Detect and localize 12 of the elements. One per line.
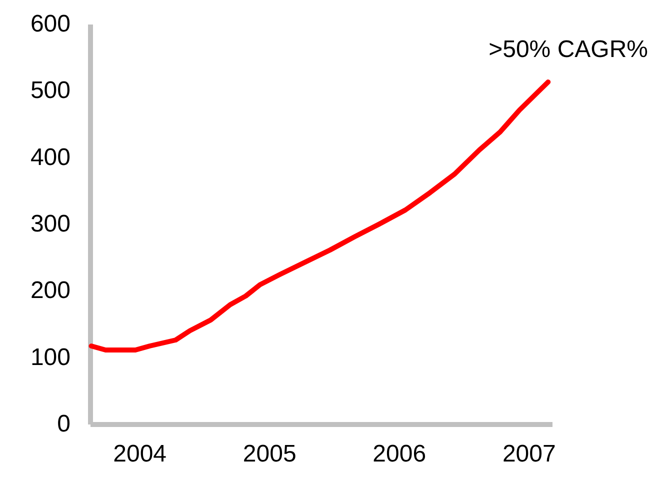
y-tick-label: 300: [30, 210, 70, 238]
y-tick-label: 600: [30, 10, 70, 38]
y-tick-label: 100: [30, 344, 70, 371]
y-tick-label: 400: [30, 144, 70, 171]
y-tick-label: 0: [57, 410, 70, 438]
x-tick-label: 2004: [113, 440, 167, 468]
y-tick-label: 200: [30, 277, 70, 304]
x-tick-label: 2007: [502, 440, 556, 468]
x-tick-label: 2005: [242, 440, 296, 468]
annotation: >50% CAGR%: [488, 36, 648, 63]
y-tick-label: 500: [30, 77, 70, 104]
x-tick-label: 2006: [372, 440, 426, 468]
